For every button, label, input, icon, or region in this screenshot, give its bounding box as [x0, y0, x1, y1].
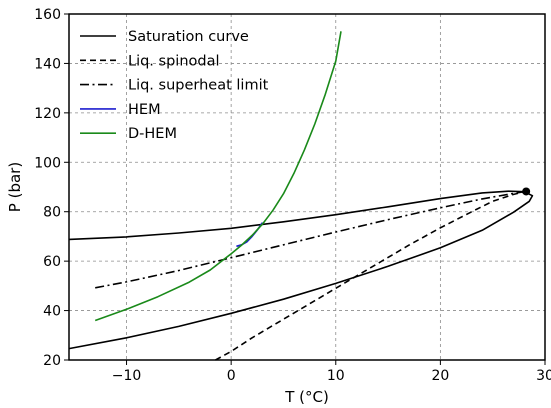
y-tick-label: 100: [34, 155, 61, 171]
y-tick-label: 60: [43, 254, 61, 270]
series-lines: [68, 31, 534, 361]
y-tick-label: 120: [34, 106, 61, 122]
x-tick-label: 20: [431, 368, 449, 384]
y-tick-label: 20: [43, 353, 61, 369]
x-tick-label: 0: [227, 368, 236, 384]
series-line-2: [95, 190, 527, 289]
x-tick-label: −10: [112, 368, 142, 384]
plot-frame: [68, 13, 546, 361]
series-line-0: [68, 190, 534, 350]
x-axis-label: T (°C): [284, 388, 329, 406]
legend-label: Liq. spinodal: [128, 53, 220, 69]
legend-label: D-HEM: [128, 126, 177, 142]
grid: [69, 14, 545, 360]
critical-point-marker: [522, 187, 531, 196]
y-tick-label: 140: [34, 56, 61, 72]
legend-label: HEM: [128, 102, 161, 118]
y-tick-label: 80: [43, 205, 61, 221]
x-tick-label: 30: [536, 368, 551, 384]
legend: Saturation curve Liq. spinodal Liq. superh…: [80, 29, 269, 142]
series-line-1: [215, 190, 527, 361]
y-axis-label: P (bar): [6, 162, 24, 212]
x-tick-label: 10: [327, 368, 345, 384]
legend-label: Saturation curve: [128, 29, 249, 45]
y-tick-label: 160: [34, 7, 61, 23]
y-tick-label: 40: [43, 304, 61, 320]
axis-ticks: −10 0 10 20 30 20 40 60 80 100 120 140 160: [34, 7, 551, 384]
legend-label: Liq. superheat limit: [128, 78, 269, 94]
series-line-4: [94, 31, 342, 322]
